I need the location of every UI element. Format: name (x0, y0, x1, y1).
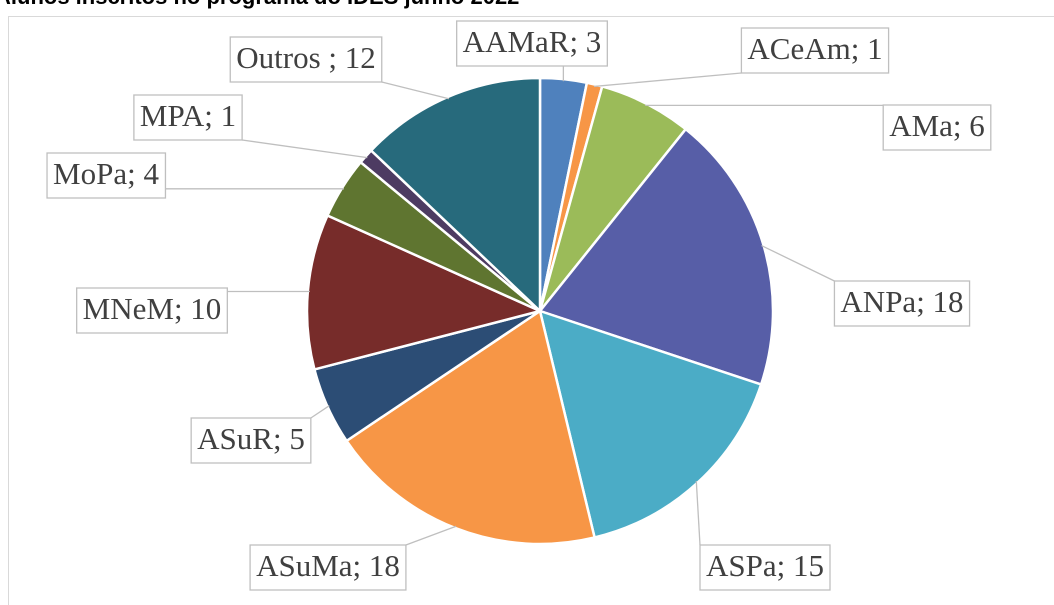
data-label: ASPa; 15 (706, 548, 824, 583)
label-box (699, 544, 831, 591)
label-box (190, 417, 312, 464)
data-label: AAMaR; 3 (463, 24, 602, 59)
label-box (249, 544, 407, 591)
leader-line (761, 244, 835, 282)
chart-title: Alunos inscritos no programa do IDES jun… (0, 0, 519, 9)
label-box (229, 36, 383, 83)
pie-slice (537, 127, 775, 387)
data-label: ANPa; 18 (840, 284, 963, 319)
label-box (76, 287, 228, 334)
pie-slice (369, 76, 542, 314)
pie-slice (538, 309, 763, 540)
data-label: MPA; 1 (140, 98, 236, 133)
data-label: Outros ; 12 (236, 40, 376, 75)
data-label: ASuR; 5 (197, 421, 305, 456)
label-box (833, 280, 971, 327)
leader-line (310, 405, 330, 419)
data-label: ACeAm; 1 (747, 31, 882, 66)
leader-line (381, 81, 450, 100)
label-box (740, 27, 890, 74)
data-label: MNeM; 10 (83, 291, 222, 326)
leader-line (405, 525, 457, 546)
leader-line (242, 139, 368, 159)
label-box (882, 104, 992, 151)
pie-slice (344, 308, 597, 546)
leader-line (594, 72, 742, 88)
data-label: AMa; 6 (889, 108, 985, 143)
label-box (46, 152, 167, 199)
data-label: MoPa; 4 (53, 156, 159, 191)
label-box (133, 94, 243, 141)
data-label: ASuMa; 18 (256, 548, 400, 583)
leader-line (695, 481, 701, 546)
label-box (456, 20, 608, 67)
